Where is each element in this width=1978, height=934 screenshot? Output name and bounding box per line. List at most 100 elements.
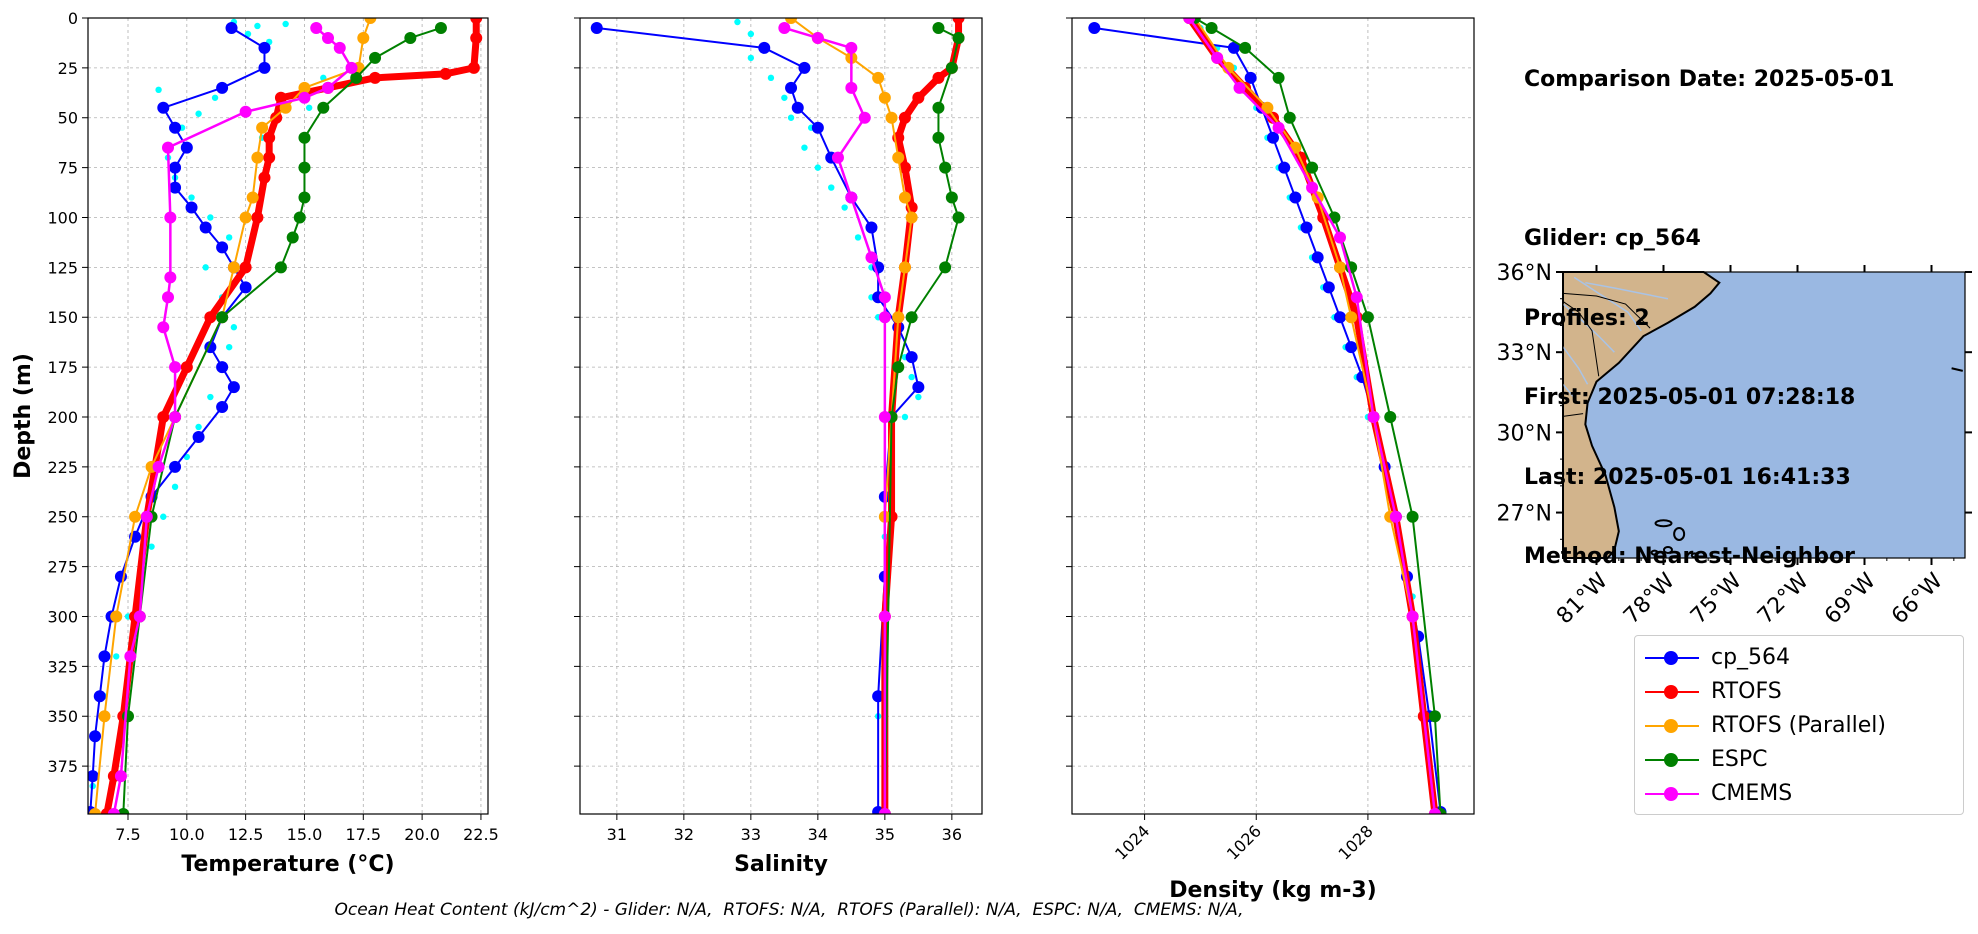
series-point: [157, 101, 170, 114]
series-point: [357, 31, 370, 44]
series-point: [858, 111, 871, 124]
glider-scatter-point: [901, 413, 909, 421]
x-axis-label: Salinity: [734, 852, 828, 877]
glider-scatter-point: [160, 513, 167, 520]
glider-scatter-point: [915, 393, 922, 401]
series-point: [939, 261, 952, 274]
series-point: [845, 191, 858, 204]
series-point: [246, 191, 259, 204]
series-point: [791, 101, 804, 114]
river-line: [1562, 383, 1575, 399]
series-point: [912, 91, 925, 104]
series-point: [1311, 251, 1324, 264]
glider-scatter-point: [195, 110, 202, 117]
series-point: [1211, 51, 1224, 64]
y-tick-label: 125: [47, 258, 78, 277]
y-tick-label: 100: [47, 208, 78, 227]
glider-scatter-point: [841, 204, 848, 211]
series-point: [162, 291, 174, 304]
series-point: [164, 211, 177, 224]
series-point: [322, 31, 334, 44]
series-point: [945, 61, 958, 74]
series-point: [1428, 710, 1441, 723]
island: [1654, 519, 1673, 528]
series-point: [1306, 181, 1319, 194]
y-tick-label: 350: [47, 707, 78, 726]
series-point: [811, 121, 824, 134]
series-point: [251, 211, 264, 224]
series-point: [885, 111, 898, 124]
bermuda-island: [1951, 367, 1963, 372]
legend-label: cp_564: [1711, 645, 1791, 670]
series-point: [216, 241, 229, 254]
glider-scatter-point: [188, 194, 195, 201]
series-point: [1361, 311, 1374, 324]
series-point: [345, 61, 358, 74]
glider-scatter-point: [787, 114, 795, 121]
y-tick-label: 200: [47, 408, 78, 427]
series-point: [258, 171, 271, 184]
series-point: [1428, 808, 1441, 814]
axes-frame: [87, 17, 489, 815]
last-time: Last: 2025-05-01 16:41:33: [1524, 464, 1851, 490]
series-point: [216, 361, 229, 374]
series-point: [251, 151, 264, 164]
island: [1690, 552, 1699, 559]
series-point: [905, 311, 918, 324]
series-point: [912, 381, 925, 394]
series-point: [114, 770, 127, 783]
x-tick-label: 17.5: [345, 825, 381, 844]
glider-scatter-point: [207, 393, 214, 401]
plot-area: [1088, 18, 1447, 814]
glider-scatter-point: [801, 144, 808, 151]
series-point: [878, 808, 891, 814]
series-point: [293, 211, 306, 224]
x-tick-label: 35: [875, 825, 895, 844]
series-point: [239, 261, 252, 274]
series-point: [169, 410, 182, 423]
series-point: [932, 21, 945, 34]
series-point: [878, 291, 891, 304]
series-point: [180, 361, 193, 374]
x-tick-label: 22.5: [463, 825, 499, 844]
series-point: [865, 221, 878, 234]
state-border: [1562, 300, 1600, 377]
x-tick-label: 12.5: [228, 825, 264, 844]
glider-name: Glider: cp_564: [1524, 226, 1701, 251]
series-point: [107, 808, 120, 814]
series-point: [169, 181, 182, 194]
series-point: [898, 161, 911, 174]
plot-area: [88, 18, 483, 814]
glider-scatter-point: [171, 483, 179, 491]
series-point: [1088, 21, 1101, 34]
series-point: [1334, 311, 1346, 324]
lat-label: 27°N: [1497, 502, 1552, 527]
glider-scatter-point: [781, 94, 788, 101]
series-point: [122, 710, 134, 723]
series-point: [88, 770, 99, 783]
series-point: [898, 261, 911, 274]
series-point: [110, 610, 123, 623]
series-point: [169, 121, 182, 134]
y-tick-label: 150: [47, 308, 78, 327]
series-point: [892, 361, 905, 374]
series-point: [157, 321, 170, 334]
series-point: [467, 61, 480, 74]
series-point: [279, 101, 292, 114]
series-point: [872, 71, 885, 84]
legend-item: CMEMS: [1635, 777, 1963, 811]
x-tick-label: 32: [674, 825, 694, 844]
series-point: [258, 61, 271, 74]
series-point: [185, 201, 198, 214]
series-point: [932, 101, 945, 114]
series-point: [256, 121, 269, 134]
series-point: [470, 31, 483, 44]
series-point: [1334, 261, 1346, 274]
density-panel: 1024 1026 1028 Density (kg m-3): [1066, 17, 1475, 903]
series-point: [952, 211, 965, 224]
salinity-panel: 31 32 33 34 35 36 Salinity: [574, 17, 983, 877]
first-time: First: 2025-05-01 07:28:18: [1524, 385, 1856, 410]
y-tick-label: 225: [47, 458, 78, 477]
series-point: [133, 610, 146, 623]
temperature-panel: 7.5 10.0 12.5 15.0 17.5 20.0 22.5 0 25 50 75 100 125…: [11, 9, 499, 877]
